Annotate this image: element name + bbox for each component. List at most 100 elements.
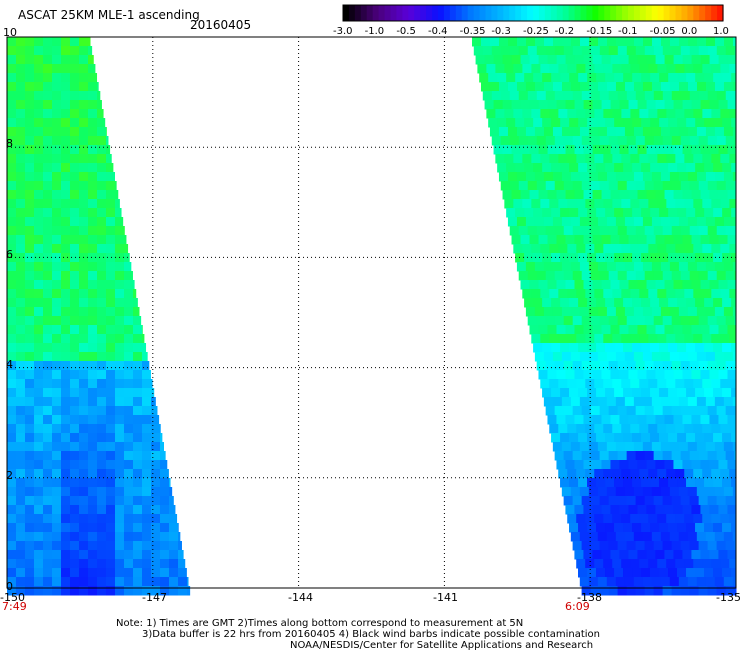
data-cell bbox=[34, 172, 44, 182]
data-cell bbox=[695, 478, 705, 488]
colorbar-swatch bbox=[681, 5, 688, 21]
data-cell bbox=[592, 460, 602, 470]
data-cell bbox=[619, 415, 629, 425]
data-cell bbox=[547, 100, 558, 110]
data-cell bbox=[705, 487, 716, 497]
plot-frame bbox=[6, 36, 737, 589]
data-cell bbox=[7, 235, 17, 245]
data-cell bbox=[581, 451, 592, 461]
data-cell bbox=[723, 307, 734, 317]
data-cell bbox=[610, 55, 621, 65]
data-cell bbox=[61, 262, 71, 272]
data-cell bbox=[732, 442, 737, 452]
colorbar-label: -0.5 bbox=[396, 26, 416, 37]
data-cell bbox=[25, 388, 35, 398]
data-cell bbox=[597, 577, 608, 587]
data-cell bbox=[628, 190, 639, 200]
data-cell bbox=[633, 307, 644, 317]
data-cell bbox=[88, 433, 98, 443]
data-cell bbox=[732, 82, 737, 92]
data-cell bbox=[689, 586, 700, 596]
data-cell bbox=[25, 451, 35, 461]
data-cell bbox=[579, 262, 590, 272]
y-tick-2: 2 bbox=[6, 469, 13, 482]
data-cell bbox=[650, 568, 660, 578]
data-cell bbox=[106, 325, 116, 335]
data-cell bbox=[669, 532, 680, 542]
data-cell bbox=[79, 172, 89, 182]
data-cell bbox=[34, 334, 44, 344]
data-cell bbox=[52, 379, 62, 389]
data-cell bbox=[707, 406, 718, 416]
data-cell bbox=[25, 280, 35, 290]
data-cell bbox=[7, 379, 17, 389]
data-cell bbox=[639, 469, 649, 479]
data-cell bbox=[88, 109, 98, 119]
data-cell bbox=[617, 136, 628, 146]
data-cell bbox=[657, 64, 667, 74]
data-cell bbox=[632, 343, 642, 353]
data-cell bbox=[678, 577, 689, 587]
data-cell bbox=[572, 361, 583, 371]
data-cell bbox=[553, 37, 563, 47]
data-cell bbox=[16, 199, 26, 209]
data-cell bbox=[731, 568, 737, 578]
data-cell bbox=[16, 244, 26, 254]
data-cell bbox=[52, 289, 62, 299]
data-cell bbox=[680, 496, 691, 506]
data-cell bbox=[52, 271, 62, 281]
data-cell bbox=[655, 235, 666, 245]
data-cell bbox=[525, 217, 536, 227]
data-cell bbox=[70, 118, 80, 128]
data-cell bbox=[657, 289, 667, 299]
data-cell bbox=[52, 280, 62, 290]
data-cell bbox=[7, 172, 17, 182]
data-cell bbox=[43, 379, 53, 389]
data-cell bbox=[97, 496, 107, 506]
colorbar-swatch bbox=[645, 5, 653, 21]
data-cell bbox=[707, 316, 718, 326]
data-cell bbox=[709, 55, 720, 65]
data-cell bbox=[142, 433, 152, 443]
data-cell bbox=[52, 46, 62, 56]
data-cell bbox=[651, 577, 662, 587]
data-cell bbox=[115, 397, 125, 407]
data-cell bbox=[484, 55, 495, 65]
data-cell bbox=[646, 190, 657, 200]
data-cell bbox=[43, 163, 53, 173]
data-cell bbox=[88, 361, 98, 371]
data-cell bbox=[718, 145, 729, 155]
data-cell bbox=[513, 199, 523, 209]
data-cell bbox=[52, 163, 62, 173]
data-cell bbox=[599, 271, 610, 281]
data-cell bbox=[635, 271, 646, 281]
data-cell bbox=[603, 334, 613, 344]
data-cell bbox=[61, 334, 71, 344]
data-cell bbox=[605, 208, 615, 218]
data-cell bbox=[533, 73, 543, 83]
data-cell bbox=[7, 298, 17, 308]
data-cell bbox=[561, 217, 572, 227]
data-cell bbox=[680, 181, 691, 191]
data-cell bbox=[502, 55, 513, 65]
data-cell bbox=[691, 145, 702, 155]
data-cell bbox=[43, 361, 53, 371]
data-cell bbox=[599, 586, 610, 596]
data-cell bbox=[52, 262, 62, 272]
data-cell bbox=[16, 82, 26, 92]
data-cell bbox=[558, 469, 568, 479]
data-cell bbox=[695, 73, 705, 83]
data-cell bbox=[731, 298, 737, 308]
data-cell bbox=[678, 487, 689, 497]
data-cell bbox=[673, 370, 683, 380]
data-cell bbox=[169, 541, 179, 551]
data-cell bbox=[34, 82, 44, 92]
data-cell bbox=[588, 307, 599, 317]
data-cell bbox=[561, 82, 572, 92]
data-cell bbox=[579, 172, 590, 182]
data-cell bbox=[574, 55, 585, 65]
data-cell bbox=[702, 559, 712, 569]
data-cell bbox=[16, 433, 26, 443]
data-cell bbox=[585, 244, 595, 254]
data-cell bbox=[581, 586, 592, 596]
